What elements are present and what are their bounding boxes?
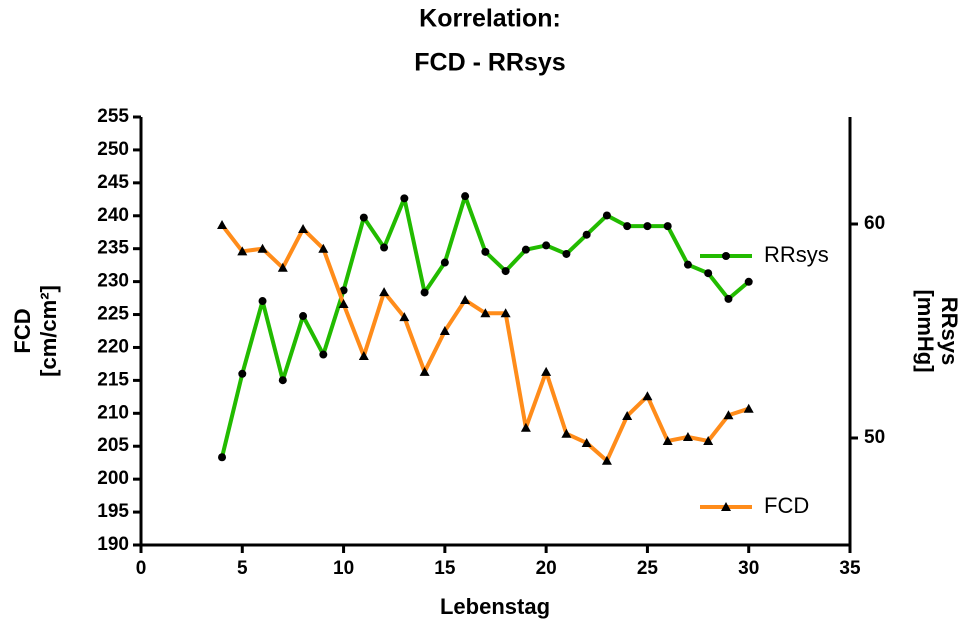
y-axis-label-line: FCD: [10, 308, 35, 353]
marker: [683, 260, 692, 269]
marker: [703, 435, 714, 445]
y2-axis-label: RRsys [mmHg]: [913, 289, 962, 372]
marker: [278, 376, 287, 385]
marker: [723, 410, 734, 420]
y2-axis-label-line: [mmHg]: [913, 289, 938, 372]
y-tick-label: 205: [97, 435, 129, 456]
marker: [460, 295, 471, 305]
marker: [257, 243, 268, 253]
marker: [480, 308, 491, 318]
marker: [623, 222, 632, 231]
marker: [237, 246, 248, 256]
marker: [521, 245, 530, 254]
marker: [724, 294, 733, 303]
marker: [643, 222, 652, 231]
marker: [339, 286, 348, 295]
x-tick-label: 20: [536, 558, 557, 579]
marker: [501, 267, 510, 276]
y-tick-label: 255: [97, 106, 129, 127]
marker: [318, 243, 329, 253]
marker: [420, 288, 429, 297]
y-tick-label: 230: [97, 271, 129, 292]
x-axis-label: Lebenstag: [440, 594, 550, 619]
x-tick-label: 10: [333, 558, 354, 579]
marker: [380, 243, 389, 252]
marker: [562, 249, 571, 258]
y-tick-label: 215: [97, 369, 129, 390]
legend-label: FCD: [764, 493, 809, 518]
marker: [379, 287, 390, 297]
x-tick-label: 15: [434, 558, 456, 579]
y-tick-label: 225: [97, 304, 129, 325]
marker: [461, 192, 470, 201]
y-tick-label: 240: [97, 205, 129, 226]
y-tick-label: 210: [97, 402, 129, 423]
series-line: [220, 223, 750, 463]
marker: [319, 350, 328, 359]
marker: [217, 219, 228, 229]
marker: [602, 211, 611, 220]
marker: [338, 299, 349, 309]
marker: [663, 222, 672, 231]
y-axis-label: FCD [cm/cm²]: [10, 285, 61, 377]
marker: [561, 428, 572, 438]
y2-tick-label: 60: [864, 213, 885, 234]
marker: [359, 213, 368, 222]
y-tick-label: 235: [97, 238, 129, 259]
marker: [481, 247, 490, 256]
y-tick-label: 245: [97, 172, 129, 193]
marker: [743, 403, 754, 413]
marker: [218, 453, 227, 462]
marker: [500, 308, 511, 318]
marker: [744, 277, 753, 286]
marker: [682, 432, 693, 442]
y2-axis-label-line: RRsys: [937, 297, 962, 365]
x-tick-label: 0: [136, 558, 147, 579]
marker: [358, 351, 369, 361]
x-tick-label: 30: [738, 558, 759, 579]
marker: [721, 502, 731, 511]
marker: [542, 241, 551, 250]
marker: [298, 223, 309, 233]
marker: [581, 437, 592, 447]
marker: [622, 410, 633, 420]
marker: [238, 369, 247, 378]
marker: [419, 366, 430, 376]
chart-title: Korrelation:: [419, 5, 561, 33]
y-tick-label: 220: [97, 336, 129, 357]
chart-title: FCD - RRsys: [414, 49, 565, 77]
y-tick-label: 195: [97, 501, 129, 522]
y-axis-label-line: [cm/cm²]: [36, 285, 61, 377]
marker: [582, 230, 591, 239]
marker: [439, 326, 450, 335]
marker: [722, 252, 730, 260]
marker: [277, 262, 288, 272]
marker: [258, 297, 267, 306]
marker: [541, 366, 552, 376]
y-tick-label: 200: [97, 468, 129, 489]
marker: [601, 455, 612, 465]
y-tick-label: 190: [97, 534, 129, 555]
legend-label: RRsys: [764, 242, 829, 267]
x-tick-label: 25: [637, 558, 659, 579]
x-tick-label: 35: [839, 558, 861, 579]
x-tick-label: 5: [237, 558, 248, 579]
marker: [704, 269, 713, 278]
marker: [662, 435, 673, 445]
marker: [399, 312, 410, 322]
y-tick-label: 250: [97, 139, 129, 160]
marker: [299, 312, 308, 321]
y2-tick-label: 50: [864, 427, 885, 448]
marker: [520, 422, 531, 432]
marker: [400, 194, 409, 203]
marker: [642, 391, 653, 401]
marker: [440, 258, 449, 267]
